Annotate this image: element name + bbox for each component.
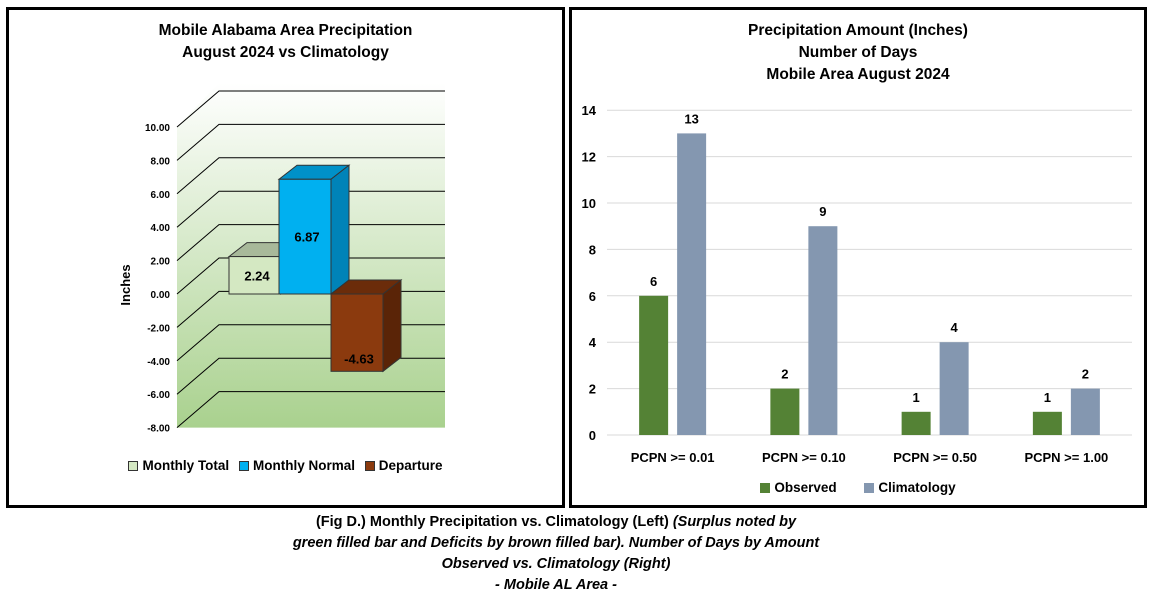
left-chart-legend: Monthly Total Monthly Normal Departure — [9, 458, 562, 474]
left-bar-3: -4.63 — [329, 278, 403, 373]
right-chart-title: Precipitation Amount (Inches) Number of … — [572, 20, 1144, 86]
legend-swatch-monthly-total — [128, 460, 139, 471]
left-gridline — [176, 224, 445, 261]
left-chart-plot: 10.00 8.00 6.00 4.00 2.00 0.00 -2.00 -4.00 -6.00… — [118, 83, 445, 435]
right-y-tick-label: 6 — [589, 289, 596, 304]
right-bar-data-label: 2 — [781, 367, 788, 382]
left-y-tick-label: -2.00 — [147, 323, 170, 334]
left-y-tick-label: 10.00 — [145, 123, 170, 134]
legend-label-monthly-total: Monthly Total — [142, 458, 230, 473]
legend-item-climatology: Climatology — [864, 480, 956, 495]
left-bar-2: 6.87 — [277, 164, 351, 296]
right-y-tick-label: 8 — [589, 242, 596, 257]
right-bar-rect — [639, 295, 669, 435]
left-y-tick-label: 4.00 — [151, 223, 171, 234]
left-bar-data-label: 6.87 — [294, 230, 319, 245]
left-gridline — [176, 90, 445, 128]
right-y-tick-label: 2 — [589, 382, 596, 397]
left-gridline — [176, 157, 445, 195]
left-y-tick-label: 8.00 — [151, 156, 171, 167]
right-bar-data-label: 6 — [650, 274, 657, 289]
left-gridline — [176, 257, 445, 295]
right-chart-legend: Observed Climatology — [572, 480, 1144, 496]
right-bar-climatology-2: 9 — [808, 204, 838, 435]
right-bar-observed-3: 1 — [901, 390, 931, 435]
left-chart-panel: Mobile Alabama Area Precipitation August… — [6, 7, 565, 508]
figure-caption: (Fig D.) Monthly Precipitation vs. Clima… — [0, 512, 1112, 596]
right-bar-climatology-3: 4 — [939, 320, 969, 435]
legend-swatch-monthly-normal — [238, 460, 249, 471]
left-y-tick-label: -4.00 — [147, 357, 170, 368]
right-bar-data-label: 9 — [819, 204, 826, 219]
left-bar-side-face — [330, 164, 350, 296]
left-bar-data-label: 2.24 — [244, 268, 270, 283]
right-y-tick-label: 4 — [589, 335, 597, 350]
right-x-tick-label: PCPN >= 0.50 — [893, 450, 977, 465]
left-chart-title-line1: Mobile Alabama Area Precipitation — [158, 22, 413, 39]
caption-line4: - Mobile AL Area - — [495, 577, 617, 593]
left-bar-data-label: -4.63 — [344, 351, 374, 366]
left-gridline — [176, 391, 445, 428]
right-bar-observed-2: 2 — [770, 367, 800, 435]
left-y-axis-label: Inches — [118, 264, 133, 305]
right-x-tick-label: PCPN >= 0.01 — [631, 450, 715, 465]
right-bar-data-label: 13 — [684, 111, 698, 126]
right-bar-data-label: 4 — [951, 320, 959, 335]
right-chart-title-line1: Precipitation Amount (Inches) — [748, 22, 968, 39]
legend-swatch-climatology — [864, 482, 875, 493]
legend-label-monthly-normal: Monthly Normal — [252, 458, 355, 473]
right-bar-rect — [939, 342, 969, 435]
right-bar-rect — [1032, 411, 1062, 435]
right-bar-climatology-4: 2 — [1070, 367, 1100, 435]
left-bar-front-face — [228, 256, 282, 295]
right-x-tick-label: PCPN >= 0.10 — [762, 450, 846, 465]
left-gridline — [176, 123, 445, 161]
caption-line2: green filled bar and Deficits by brown f… — [292, 535, 820, 551]
right-x-tick-label: PCPN >= 1.00 — [1024, 450, 1108, 465]
right-bar-data-label: 1 — [1044, 390, 1051, 405]
legend-item-departure: Departure — [364, 458, 443, 473]
left-y-tick-label: -8.00 — [147, 424, 170, 435]
right-bar-data-label: 2 — [1082, 367, 1089, 382]
right-y-tick-label: 10 — [582, 196, 596, 211]
left-y-tick-label: 0.00 — [151, 290, 171, 301]
right-bar-rect — [901, 411, 931, 435]
right-bar-rect — [677, 133, 707, 435]
right-y-tick-label: 14 — [582, 103, 597, 118]
legend-item-observed: Observed — [760, 480, 837, 495]
left-y-tick-label: -6.00 — [147, 390, 170, 401]
left-gridline — [176, 190, 445, 228]
right-chart-title-line3: Mobile Area August 2024 — [766, 66, 950, 83]
legend-swatch-departure — [364, 460, 375, 471]
left-y-tick-label: 6.00 — [151, 190, 171, 201]
right-y-tick-label: 0 — [589, 428, 596, 443]
caption-line1-main: (Fig D.) Monthly Precipitation vs. Clima… — [315, 514, 669, 530]
legend-swatch-observed — [760, 482, 771, 493]
legend-label-observed: Observed — [774, 480, 837, 495]
legend-item-monthly-normal: Monthly Normal — [238, 458, 355, 473]
left-bar-side-face — [382, 278, 402, 373]
left-chart-title-line2: August 2024 vs Climatology — [182, 44, 389, 61]
caption-line3: Observed vs. Climatology (Right) — [441, 556, 671, 572]
left-bar-front-face — [278, 178, 332, 295]
caption-line1-italic: (Surplus noted by — [672, 514, 797, 530]
legend-label-departure: Departure — [378, 458, 443, 473]
right-chart-panel: Precipitation Amount (Inches) Number of … — [569, 7, 1147, 508]
right-chart-title-line2: Number of Days — [798, 44, 918, 61]
right-bar-observed-4: 1 — [1032, 390, 1062, 435]
right-bar-rect — [770, 388, 800, 435]
left-chart-title: Mobile Alabama Area Precipitation August… — [9, 20, 562, 64]
legend-item-monthly-total: Monthly Total — [128, 458, 229, 473]
left-y-tick-label: 2.00 — [151, 257, 171, 268]
right-bar-data-label: 1 — [913, 390, 920, 405]
right-bar-rect — [1070, 388, 1100, 435]
left-bar-front-face — [330, 293, 384, 372]
right-y-tick-label: 12 — [582, 150, 596, 165]
caption-line1: (Fig D.) Monthly Precipitation vs. Clima… — [0, 512, 1112, 533]
right-bar-rect — [808, 226, 838, 435]
right-bar-climatology-1: 13 — [677, 111, 707, 435]
right-bar-observed-1: 6 — [639, 274, 669, 435]
legend-label-climatology: Climatology — [878, 480, 956, 495]
